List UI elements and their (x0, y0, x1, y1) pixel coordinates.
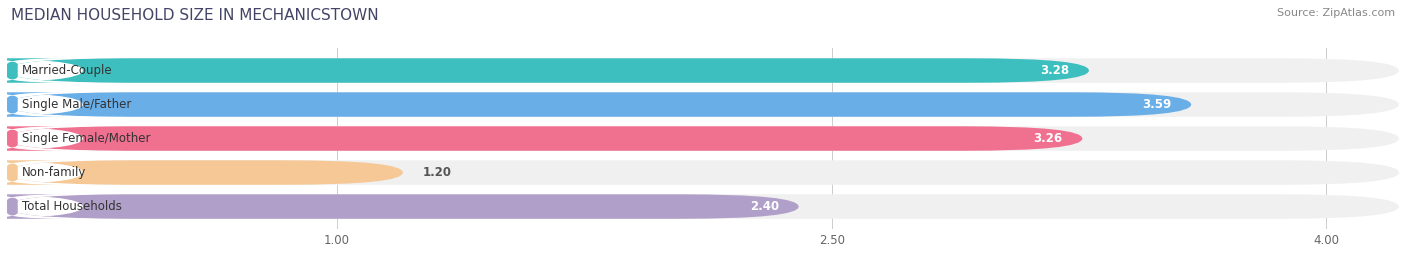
FancyBboxPatch shape (7, 160, 1399, 185)
Text: 3.26: 3.26 (1033, 132, 1063, 145)
FancyBboxPatch shape (7, 58, 1399, 83)
FancyBboxPatch shape (7, 58, 1088, 83)
FancyBboxPatch shape (0, 160, 66, 185)
Text: 1.20: 1.20 (423, 166, 451, 179)
Text: Total Households: Total Households (22, 200, 122, 213)
FancyBboxPatch shape (7, 92, 1191, 117)
Text: 3.59: 3.59 (1142, 98, 1171, 111)
Text: Single Male/Father: Single Male/Father (22, 98, 131, 111)
FancyBboxPatch shape (7, 194, 1399, 219)
FancyBboxPatch shape (0, 194, 125, 219)
FancyBboxPatch shape (7, 194, 799, 219)
FancyBboxPatch shape (0, 126, 66, 151)
FancyBboxPatch shape (7, 92, 1399, 117)
Text: Single Female/Mother: Single Female/Mother (22, 132, 150, 145)
FancyBboxPatch shape (7, 126, 1399, 151)
FancyBboxPatch shape (0, 126, 125, 151)
FancyBboxPatch shape (0, 58, 125, 83)
FancyBboxPatch shape (0, 92, 66, 117)
FancyBboxPatch shape (0, 92, 125, 117)
FancyBboxPatch shape (0, 160, 125, 185)
Text: 3.28: 3.28 (1040, 64, 1069, 77)
Text: Source: ZipAtlas.com: Source: ZipAtlas.com (1277, 8, 1395, 18)
Text: Non-family: Non-family (22, 166, 86, 179)
FancyBboxPatch shape (0, 194, 66, 219)
Text: 2.40: 2.40 (749, 200, 779, 213)
FancyBboxPatch shape (7, 126, 1083, 151)
FancyBboxPatch shape (0, 58, 66, 83)
Text: Married-Couple: Married-Couple (22, 64, 112, 77)
FancyBboxPatch shape (7, 160, 404, 185)
Text: MEDIAN HOUSEHOLD SIZE IN MECHANICSTOWN: MEDIAN HOUSEHOLD SIZE IN MECHANICSTOWN (11, 8, 378, 23)
